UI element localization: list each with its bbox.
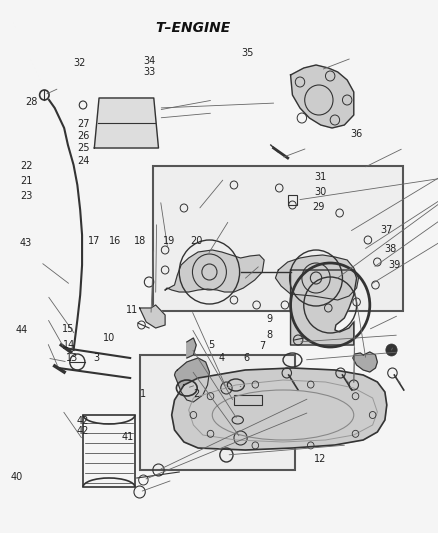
Text: 14: 14 [63,341,75,350]
Text: 31: 31 [314,172,326,182]
Text: 24: 24 [78,156,90,166]
Text: 35: 35 [241,49,253,58]
Polygon shape [290,65,354,128]
Text: 19: 19 [163,236,176,246]
Bar [288,195,297,205]
Text: 15: 15 [62,325,74,334]
Text: 13: 13 [66,353,78,363]
Text: 38: 38 [384,245,396,254]
Text: T–ENGINE: T–ENGINE [155,21,231,35]
Text: 42: 42 [77,416,89,426]
Text: 32: 32 [73,58,85,68]
Polygon shape [290,270,357,345]
Text: 42: 42 [77,426,89,435]
Text: 23: 23 [20,191,32,201]
Text: 4: 4 [219,353,225,363]
Text: 22: 22 [20,161,32,171]
Text: 10: 10 [102,334,115,343]
Text: 11: 11 [126,305,138,315]
Text: 7: 7 [259,342,266,351]
Polygon shape [140,305,165,328]
Text: 28: 28 [25,98,38,107]
Text: 3: 3 [93,353,99,363]
Text: 36: 36 [350,130,363,139]
Bar [234,395,262,405]
Polygon shape [174,358,209,402]
Text: 44: 44 [16,326,28,335]
Polygon shape [187,338,196,358]
Text: 18: 18 [134,236,147,246]
Polygon shape [94,98,159,148]
Text: 39: 39 [389,261,401,270]
Text: 2: 2 [193,390,199,399]
Bar [83,415,135,487]
Text: 26: 26 [78,131,90,141]
Polygon shape [353,352,378,372]
Text: 1: 1 [139,390,145,399]
Text: 8: 8 [266,330,272,340]
Circle shape [386,344,397,356]
Text: 40: 40 [11,472,23,482]
Text: 17: 17 [88,236,100,246]
Text: 29: 29 [312,202,325,212]
Text: 12: 12 [314,455,326,464]
Polygon shape [276,255,358,300]
Text: 6: 6 [244,353,250,363]
Text: 33: 33 [144,67,156,77]
Text: 30: 30 [314,187,326,197]
Text: 34: 34 [144,56,156,66]
Polygon shape [172,368,387,450]
Bar [153,166,403,311]
Text: 25: 25 [78,143,90,153]
Bar [140,355,295,470]
Text: 9: 9 [266,314,272,324]
Text: 20: 20 [190,236,202,246]
Polygon shape [165,250,264,292]
Text: 16: 16 [109,236,121,246]
Text: 43: 43 [20,238,32,247]
Text: 41: 41 [122,432,134,442]
Text: 5: 5 [208,341,215,350]
Text: 27: 27 [78,119,90,128]
Text: 37: 37 [380,225,392,235]
Text: 21: 21 [20,176,32,186]
